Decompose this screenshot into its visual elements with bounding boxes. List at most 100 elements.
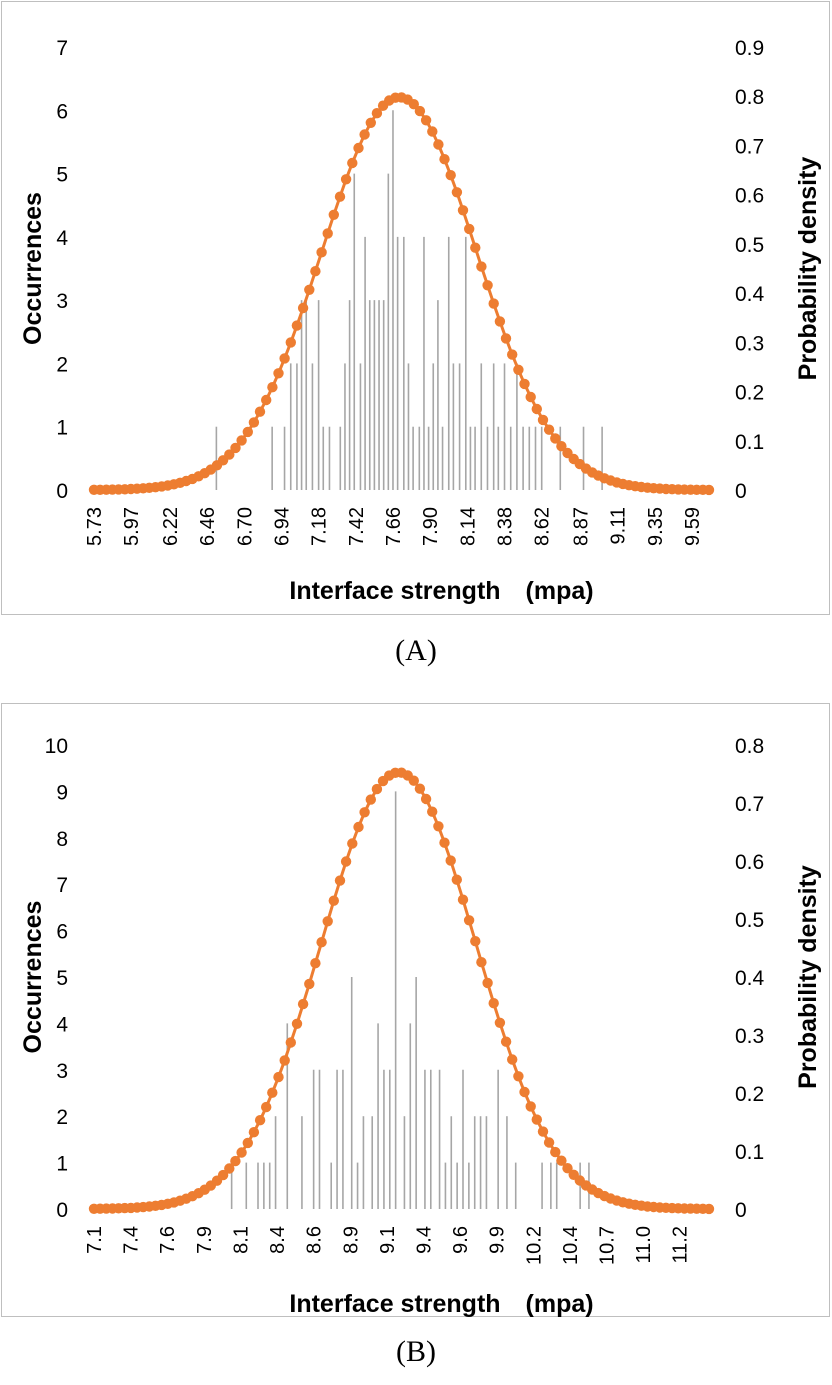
density-point <box>224 449 235 460</box>
left-tick-label: 2 <box>56 353 68 376</box>
x-tick-label: 7.90 <box>420 507 442 546</box>
density-point <box>500 1036 512 1047</box>
density-point <box>488 998 499 1009</box>
left-tick-label: 2 <box>56 1106 68 1129</box>
density-point <box>408 99 419 110</box>
density-line <box>94 95 710 492</box>
density-point <box>531 403 542 415</box>
right-tick-label: 0.3 <box>735 1025 764 1048</box>
right-tick-label: 0.4 <box>735 967 765 990</box>
density-point <box>525 1101 536 1112</box>
density-point <box>371 108 383 119</box>
x-tick-label: 7.42 <box>346 507 368 546</box>
right-tick-label: 0.2 <box>735 1083 764 1106</box>
x-tick-label: 6.46 <box>197 507 219 546</box>
x-tick-label: 7.6 <box>157 1226 179 1254</box>
density-point <box>414 783 426 794</box>
right-tick-label: 0.4 <box>735 283 765 306</box>
density-point <box>550 433 561 444</box>
density-point <box>427 126 438 137</box>
x-tick-label: 8.6 <box>304 1226 326 1254</box>
density-point <box>261 394 272 406</box>
density-point <box>310 266 321 277</box>
density-point <box>340 174 352 185</box>
left-tick-label: 3 <box>56 290 68 313</box>
right-tick-label: 0.8 <box>735 86 764 109</box>
x-tick-label: 9.1 <box>377 1226 399 1254</box>
x-tick-label: 6.94 <box>271 507 293 546</box>
left-tick-label: 5 <box>56 967 68 990</box>
density-point <box>556 1155 567 1166</box>
density-point <box>408 775 419 786</box>
density-point <box>310 958 321 969</box>
x-tick-label: 8.1 <box>230 1226 252 1254</box>
density-point <box>433 821 444 832</box>
density-point <box>703 484 715 496</box>
density-point <box>427 806 438 817</box>
left-tick-label: 7 <box>56 874 68 897</box>
density-point <box>451 874 462 885</box>
density-point <box>513 1071 524 1082</box>
y-axis-title-right: Probability density <box>794 157 822 381</box>
density-point <box>347 157 358 169</box>
chart-caption-b: (B) <box>396 1335 436 1368</box>
x-tick-label: 8.4 <box>267 1226 289 1254</box>
left-tick-label: 7 <box>56 37 68 60</box>
right-tick-label: 0.5 <box>735 234 764 257</box>
chart-panel-a: 0 1 2 3 4 5 6 7 0 0.1 0.2 0.3 0.4 0.5 0.6 0.7 0.8 0.9 5.73… <box>1 1 830 615</box>
density-point <box>507 349 518 360</box>
density-point <box>285 337 296 348</box>
density-point <box>304 284 315 295</box>
density-point <box>230 442 241 454</box>
density-point <box>217 1169 229 1181</box>
density-point <box>285 1037 296 1048</box>
density-point <box>494 316 506 327</box>
density-point <box>445 855 456 866</box>
x-tick-label: 7.1 <box>84 1226 106 1254</box>
density-point <box>457 894 469 905</box>
density-point <box>482 977 493 989</box>
left-tick-label: 8 <box>56 828 68 851</box>
x-tick-label: 11.0 <box>633 1226 655 1263</box>
right-tick-label: 0.1 <box>735 431 764 454</box>
density-point <box>543 424 555 435</box>
chart-b: 0 1 2 3 4 5 6 7 8 9 10 0 0.1 0.2 0.3 0.4 0.5 0.6 0.7 0.8 7.1… <box>19 735 822 1318</box>
density-point <box>507 1054 518 1065</box>
x-tick-label: 5.73 <box>84 507 106 546</box>
density-point <box>476 957 487 968</box>
left-tick-label: 3 <box>56 1060 68 1083</box>
left-tick-label: 1 <box>56 1153 68 1176</box>
density-point <box>279 353 290 364</box>
density-point <box>279 1055 290 1066</box>
density-point <box>519 378 530 390</box>
right-tick-label: 0 <box>735 480 747 503</box>
x-tick-label: 10.4 <box>560 1226 582 1265</box>
right-tick-label: 0.5 <box>735 909 764 932</box>
density-point <box>328 895 339 906</box>
x-tick-label: 8.87 <box>570 507 592 546</box>
density-point <box>242 426 253 438</box>
x-axis-title: Interface strength (mpa) <box>289 1290 593 1318</box>
density-point <box>248 417 260 428</box>
x-tick-label: 7.9 <box>194 1226 216 1254</box>
density-point <box>414 105 426 117</box>
y-axis-title-left: Occurrences <box>19 901 47 1054</box>
density-point <box>439 154 450 165</box>
left-tick-label: 4 <box>56 1013 68 1036</box>
density-point <box>519 1086 530 1098</box>
y-axis-title-right: Probability density <box>794 865 822 1089</box>
density-point <box>476 261 487 272</box>
density-point <box>463 915 475 926</box>
left-tick-label: 10 <box>45 735 68 758</box>
density-point <box>451 187 463 198</box>
density-point <box>525 391 536 403</box>
x-tick-label: 9.11 <box>608 507 630 544</box>
density-point <box>242 1137 253 1149</box>
density-point <box>304 978 315 990</box>
right-tick-label: 0.3 <box>735 332 764 355</box>
density-point <box>371 783 383 795</box>
density-point <box>562 1163 573 1174</box>
x-tick-label: 9.6 <box>450 1226 472 1254</box>
density-point <box>359 129 370 140</box>
left-tick-label: 6 <box>56 100 68 123</box>
